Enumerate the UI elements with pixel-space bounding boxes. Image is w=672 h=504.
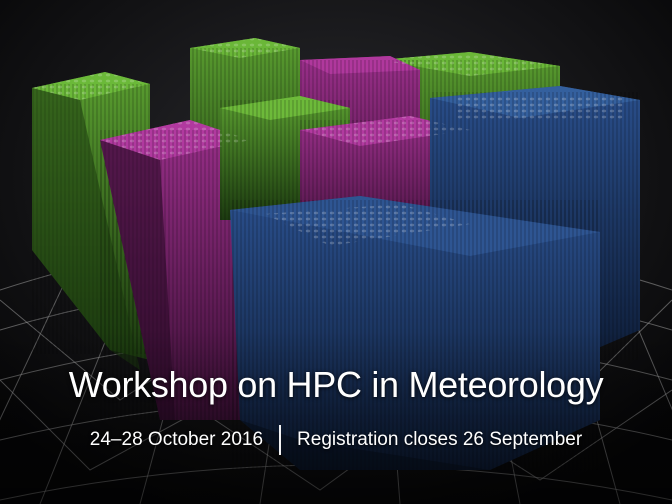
registration-deadline: Registration closes 26 September (297, 429, 583, 450)
event-dates: 24–28 October 2016 (89, 429, 264, 450)
bar-tops-dots (32, 38, 560, 160)
separator-bar (279, 425, 282, 455)
workshop-title: Workshop on HPC in Meteorology (68, 364, 604, 405)
event-info-line: 24–28 October 2016 Registration closes 2… (0, 425, 672, 455)
